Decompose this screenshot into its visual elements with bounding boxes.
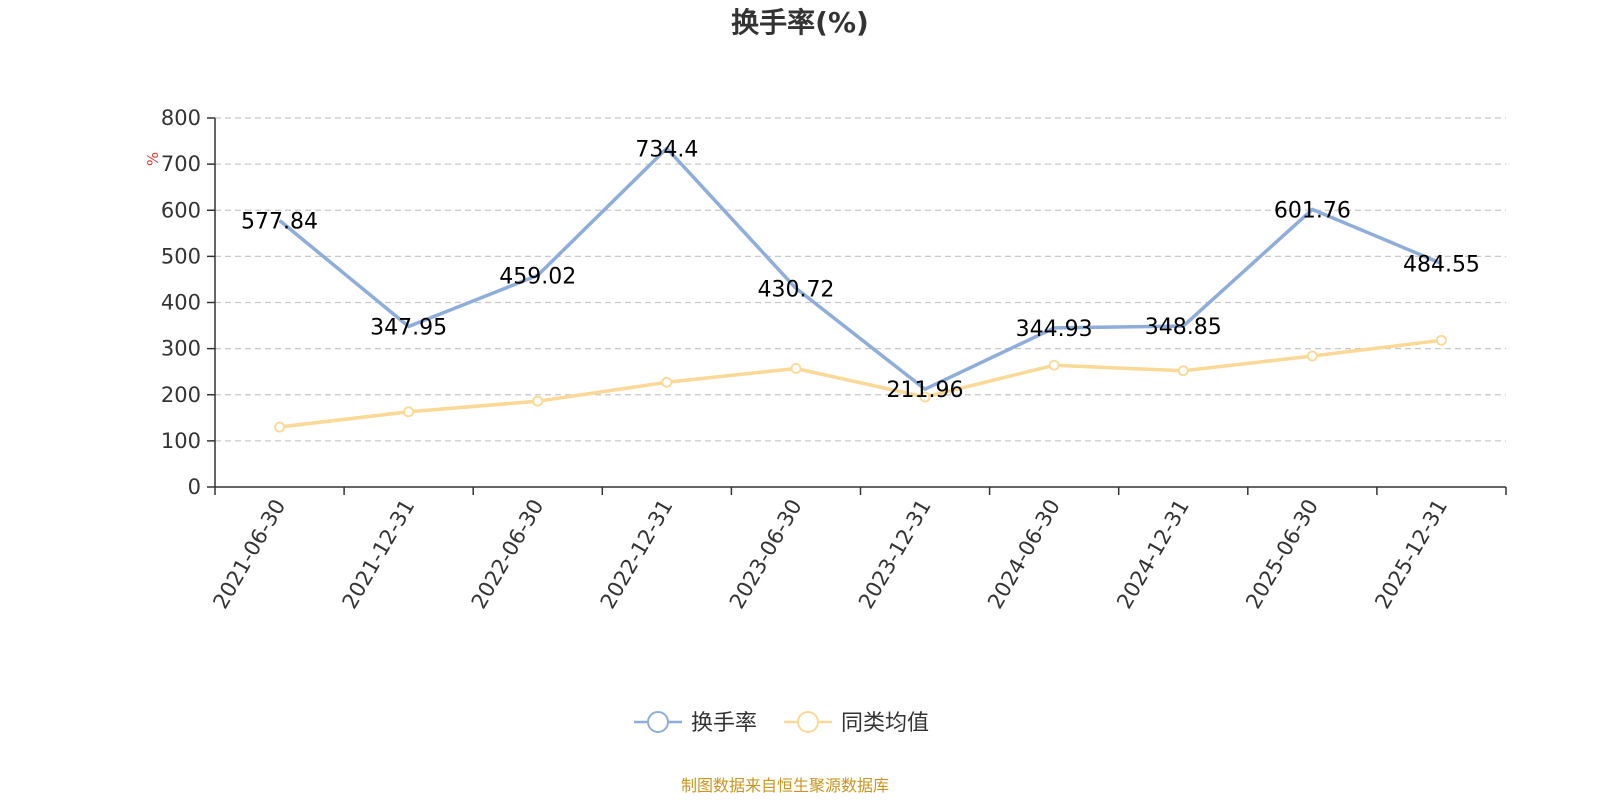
- legend-label: 换手率: [691, 711, 757, 736]
- y-axis-unit-label: %: [144, 152, 162, 166]
- data-label: 577.84: [241, 209, 318, 234]
- data-label: 344.93: [1016, 317, 1093, 342]
- data-label: 484.55: [1403, 253, 1480, 278]
- source-note: 制图数据来自恒生聚源数据库: [681, 776, 889, 795]
- y-tick-label: 600: [161, 198, 201, 222]
- data-labels: 577.84 347.95 459.02 734.4 430.72 211.96 344.9…: [241, 137, 1480, 403]
- x-tick-label: 2024-12-31: [1112, 495, 1194, 613]
- series-lines: [274, 146, 1447, 433]
- x-tick-label: 2024-06-30: [983, 495, 1065, 613]
- y-tick-label: 200: [161, 383, 201, 407]
- legend-label: 同类均值: [841, 711, 929, 736]
- y-tick-label: 500: [161, 244, 201, 268]
- legend-marker: [647, 711, 669, 733]
- y-tick-label: 800: [161, 106, 201, 130]
- series-line: [278, 146, 1443, 391]
- data-label: 601.76: [1274, 198, 1351, 223]
- y-tick-label: 300: [161, 337, 201, 361]
- legend[interactable]: 换手率 同类均值: [634, 711, 929, 736]
- y-tick-label: 700: [161, 152, 201, 176]
- legend-marker: [797, 711, 819, 733]
- data-label: 348.85: [1145, 315, 1222, 340]
- data-point[interactable]: [1436, 334, 1447, 346]
- data-label: 459.02: [499, 264, 576, 289]
- x-tick-label: 2023-06-30: [725, 495, 807, 613]
- legend-item[interactable]: 同类均值: [784, 711, 929, 736]
- data-point[interactable]: [1048, 359, 1060, 371]
- x-tick-label: 2025-12-31: [1370, 495, 1452, 613]
- axes: 0 100 200 300 400 500 600 700 800 2021-06-30 2021-…: [161, 106, 1507, 613]
- data-label: 430.72: [757, 277, 834, 302]
- legend-item[interactable]: 换手率: [634, 711, 757, 736]
- data-point[interactable]: [661, 376, 673, 388]
- data-label: 211.96: [887, 378, 964, 403]
- grid-lines: [215, 117, 1506, 442]
- x-tick-label: 2025-06-30: [1241, 495, 1323, 613]
- x-tick-label: 2022-06-30: [467, 495, 549, 613]
- y-tick-label: 400: [161, 291, 201, 315]
- y-tick-label: 100: [161, 429, 201, 453]
- data-point[interactable]: [790, 363, 802, 374]
- chart-title: 换手率(%): [731, 6, 869, 39]
- data-point[interactable]: [919, 391, 931, 403]
- data-point[interactable]: [1306, 350, 1318, 362]
- data-point[interactable]: [274, 421, 285, 433]
- data-point[interactable]: [403, 406, 415, 418]
- x-tick-label: 2023-12-31: [854, 495, 936, 613]
- x-tick-label: 2022-12-31: [596, 495, 678, 613]
- data-label: 347.95: [370, 316, 447, 341]
- x-tick-label: 2021-06-30: [208, 495, 290, 613]
- data-point[interactable]: [1177, 365, 1189, 377]
- y-tick-label: 0: [188, 475, 201, 499]
- series-line: [279, 338, 1442, 429]
- x-tick-label: 2021-12-31: [338, 495, 420, 613]
- data-label: 734.4: [635, 137, 698, 162]
- data-point[interactable]: [532, 395, 544, 407]
